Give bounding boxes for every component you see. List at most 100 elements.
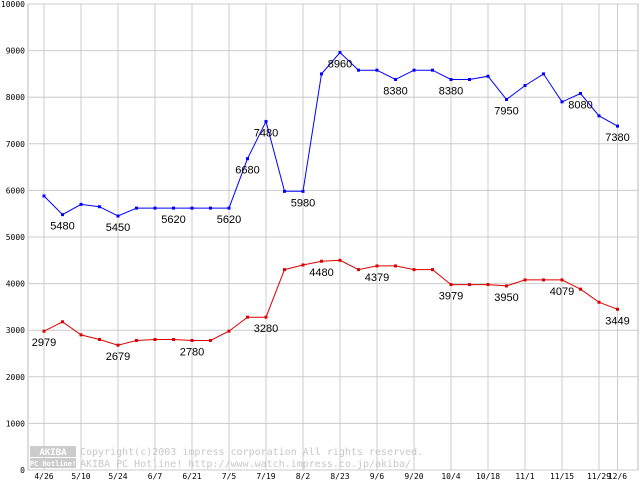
- x-tick-label: 8/23: [330, 472, 349, 480]
- series-2-point: [61, 320, 64, 324]
- x-tick-label: 12/6: [608, 472, 627, 480]
- series-2-point: [449, 283, 453, 287]
- series-2-data-label: 3449: [605, 315, 629, 327]
- data-labels: 5480 5450 5620 5620 6680 7480 5980 8960 8380 8380…: [32, 58, 630, 363]
- y-tick-label: 5000: [6, 233, 25, 242]
- series-2-data-label: 4079: [550, 286, 574, 298]
- y-tick-label: 2000: [6, 373, 25, 382]
- series-2-data-label: 2780: [180, 346, 204, 358]
- x-tick-label: 6/21: [182, 472, 201, 480]
- series-2-point: [597, 300, 601, 304]
- series-1-point: [172, 206, 175, 210]
- series-2-point: [616, 307, 619, 311]
- y-tick-label: 3000: [6, 326, 25, 335]
- series-2-data-label: 4379: [365, 272, 389, 284]
- x-tick-label: 11/29: [587, 472, 611, 480]
- series-1-point: [320, 72, 323, 76]
- series-1-data-label: 7480: [254, 127, 278, 139]
- series-1-data-label: 8380: [439, 85, 463, 97]
- series-1-data-label: 7380: [605, 132, 629, 144]
- y-tick-label: 10000: [1, 0, 25, 9]
- series-1-data-label: 8080: [568, 99, 592, 111]
- y-axis: 0 1000 2000 3000 4000 5000 6000 7000 8000 9000 100…: [1, 0, 25, 475]
- series-1-point: [431, 68, 434, 72]
- series-2-point: [394, 264, 397, 268]
- logo-bottom-text: PC Hotline!: [30, 460, 76, 468]
- y-tick-label: 1000: [6, 419, 25, 428]
- series-2-point: [338, 258, 342, 262]
- x-tick-label: 8/2: [296, 472, 311, 480]
- series-1-point: [338, 50, 342, 54]
- series-1-point: [449, 77, 453, 81]
- x-tick-label: 7/5: [222, 472, 237, 480]
- series-1-point: [579, 91, 582, 95]
- series-1-point: [542, 72, 545, 76]
- x-tick-label: 4/26: [34, 472, 53, 480]
- series-1-data-label: 6680: [235, 165, 259, 177]
- series-2-point: [98, 338, 101, 342]
- series-1-line: [43, 51, 618, 217]
- x-tick-label: 7/19: [256, 472, 275, 480]
- series-2-point: [375, 264, 379, 268]
- series-1-point: [357, 68, 360, 72]
- x-tick-label: 10/18: [476, 472, 500, 480]
- series-2-point: [116, 343, 120, 347]
- series-1-data-label: 5620: [161, 214, 185, 226]
- series-1-point: [135, 206, 138, 210]
- x-tick-label: 11/1: [515, 472, 534, 480]
- series-2-data-label: 2679: [106, 351, 130, 363]
- series-1-point: [560, 100, 564, 104]
- series-2-point: [505, 284, 508, 288]
- series-1-point: [264, 119, 268, 123]
- x-tick-label: 5/24: [108, 472, 127, 480]
- series-2-point: [283, 268, 286, 272]
- series-2-point: [523, 278, 527, 282]
- x-tick-label: 10/4: [441, 472, 460, 480]
- series-2-point: [560, 278, 564, 282]
- series-1-point: [190, 206, 194, 210]
- series-1-point: [394, 77, 397, 81]
- series-1-point: [375, 68, 379, 72]
- series-1-data-label: 5480: [50, 221, 74, 233]
- series-2-point: [190, 338, 194, 342]
- x-axis: 4/26 5/10 5/24 6/7 6/21 7/5 7/19 8/2 8/23 9/6 9/20…: [34, 472, 627, 480]
- series-2-point: [412, 268, 416, 272]
- series-1-point: [153, 206, 157, 210]
- series-2-data-label: 3280: [254, 323, 278, 335]
- series-2-data-label: 3950: [494, 292, 518, 304]
- y-tick-label: 9000: [6, 47, 25, 56]
- series-1-point: [98, 205, 101, 209]
- series-1-point: [246, 157, 249, 161]
- y-tick-label: 4000: [6, 280, 25, 289]
- series-1-point: [616, 124, 619, 128]
- y-tick-label: 0: [20, 466, 25, 475]
- series-1-data-label: 8380: [383, 85, 407, 97]
- series-2-point: [227, 329, 231, 333]
- series-1-point: [505, 98, 508, 102]
- series-1-point: [209, 206, 212, 210]
- series-1-data-label: 8960: [328, 58, 352, 70]
- series-2-point: [486, 283, 490, 287]
- series-2-point: [79, 333, 83, 337]
- y-tick-label: 6000: [6, 186, 25, 195]
- series-1-data-label: 5620: [217, 214, 241, 226]
- series-2-point: [264, 315, 268, 319]
- series-2-point: [431, 268, 434, 272]
- series-1-point: [283, 189, 286, 193]
- x-tick-label: 5/10: [71, 472, 90, 480]
- series-2-point: [468, 283, 471, 287]
- logo-top-text: AKIBA: [39, 448, 67, 458]
- series-2-point: [579, 287, 582, 291]
- watermark-logo: AKIBA PC Hotline!: [30, 446, 76, 468]
- series-2-point: [320, 259, 323, 263]
- series-1-point: [597, 114, 601, 118]
- series-2-point: [153, 338, 157, 342]
- series-2-point: [209, 338, 212, 342]
- series-1-point: [523, 84, 527, 88]
- grid-lines: [27, 3, 639, 471]
- series-2-point: [357, 268, 360, 272]
- series-2-data-label: 3979: [439, 291, 463, 303]
- series-1-point: [79, 202, 83, 206]
- y-tick-label: 7000: [6, 140, 25, 149]
- series-2-line: [43, 259, 618, 346]
